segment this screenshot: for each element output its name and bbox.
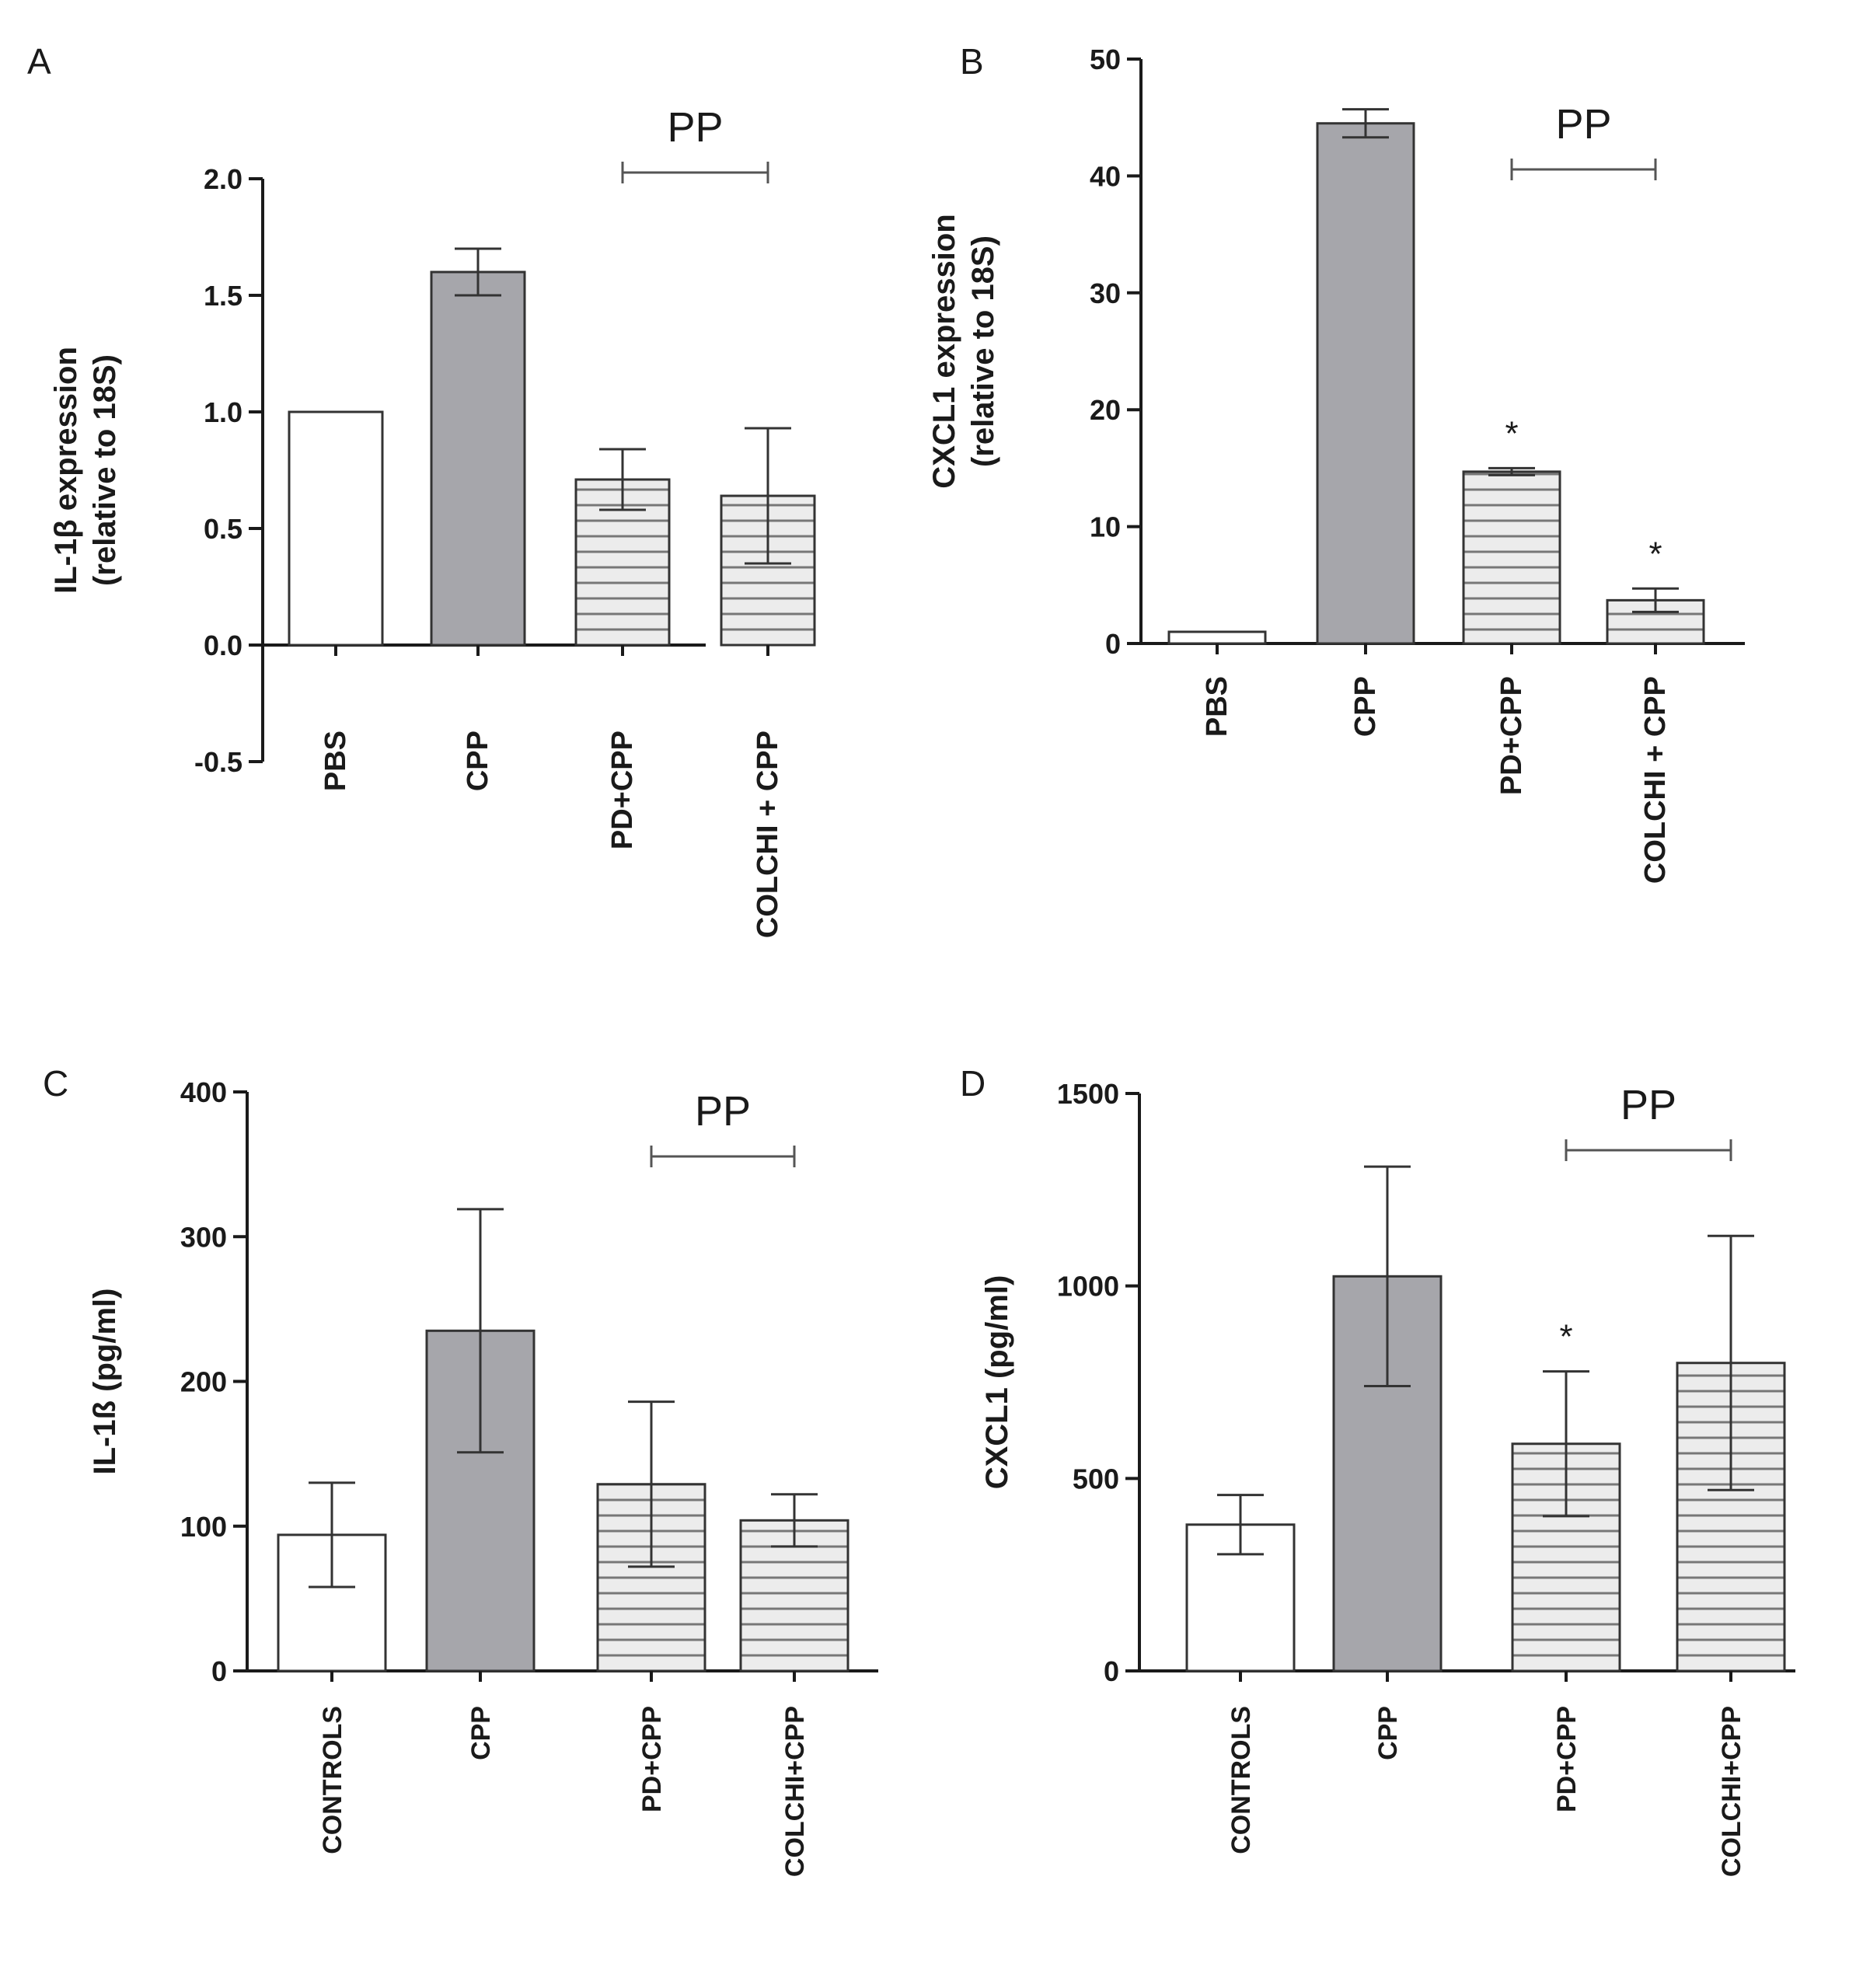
significance-star: *: [1559, 1318, 1572, 1356]
panel-b: B 0 10 20 30 40 50 CXCL1 expression (relative to…: [927, 41, 1745, 884]
y-tick-label: 0: [1105, 628, 1121, 660]
panels: A-0.50.00.51.01.52.0IL-1β expression (rel…: [27, 41, 1795, 1877]
y-tick-label: 1500: [1057, 1078, 1119, 1110]
y-axis-label: CXCL1 expression: [927, 214, 961, 488]
category-label: CPP: [466, 1706, 496, 1760]
significance-star: *: [1648, 535, 1662, 573]
panel-letter: A: [27, 41, 51, 82]
bar-1: [1167, 630, 1267, 645]
y-tick-label: 0.5: [204, 513, 242, 545]
y-tick-label: 1000: [1057, 1271, 1119, 1303]
significance-star: *: [1505, 414, 1518, 452]
bar-1: [288, 410, 384, 647]
category-label: COLCHI+CPP: [780, 1706, 810, 1877]
category-label: CONTROLS: [1226, 1706, 1256, 1854]
y-axis-label-line2: (relative to 18S): [966, 235, 1000, 467]
y-tick-label: 0.0: [204, 630, 242, 661]
y-tick-label: 30: [1090, 277, 1121, 309]
y-tick-label: 0: [1104, 1655, 1119, 1687]
category-label: CPP: [462, 731, 494, 791]
pp-bracket-label: PP: [1620, 1082, 1676, 1128]
y-tick-label: 20: [1090, 394, 1121, 426]
bar-4: [720, 494, 816, 647]
y-tick-label: 0: [211, 1655, 227, 1687]
y-axis-label-line2: (relative to 18S): [88, 354, 122, 586]
category-label: COLCHI+CPP: [1717, 1706, 1746, 1877]
pp-bracket-label: PP: [667, 104, 723, 151]
pp-bracket-label: PP: [1555, 101, 1611, 148]
category-label: COLCHI + CPP: [1639, 676, 1672, 884]
panel-d: D 0 500 1000 1500 CXCL1 (pg/ml) CONTROLS CPP * PD…: [960, 1063, 1795, 1877]
category-label: PBS: [319, 731, 352, 791]
bar-3: [574, 478, 671, 647]
panel-a: A -0.5 0.0 0.5 1.0 1.5 2.0 IL-1β expression (rel…: [27, 41, 816, 938]
y-tick-label: 2.0: [204, 163, 242, 195]
category-label: CPP: [1373, 1706, 1403, 1760]
category-label: COLCHI + CPP: [752, 731, 784, 938]
y-tick-label: 300: [180, 1221, 227, 1253]
category-label: PD+CPP: [1495, 676, 1528, 795]
y-tick-label: 10: [1090, 511, 1121, 543]
bar-2: [430, 270, 526, 647]
y-axis-label: IL-1ß (pg/ml): [88, 1289, 122, 1475]
y-tick-label: 500: [1073, 1463, 1119, 1494]
category-label: PD+CPP: [637, 1706, 667, 1812]
category-label: PD+CPP: [1552, 1706, 1582, 1812]
y-tick-label: 200: [180, 1366, 227, 1398]
y-axis-label: CXCL1 (pg/ml): [980, 1275, 1014, 1490]
y-tick-label: 100: [180, 1511, 227, 1543]
y-tick-label: 1.5: [204, 280, 242, 312]
category-label: PD+CPP: [606, 731, 639, 849]
category-label: PBS: [1201, 676, 1233, 737]
y-tick-label: -0.5: [194, 746, 242, 778]
category-label: CPP: [1349, 676, 1382, 737]
bar-2: [1316, 122, 1415, 645]
y-tick-label: 40: [1090, 160, 1121, 192]
y-tick-label: 1.0: [204, 396, 242, 428]
y-tick-label: 400: [180, 1076, 227, 1108]
bar-3: [1462, 470, 1561, 645]
category-label: CONTROLS: [318, 1706, 347, 1854]
y-tick-label: 50: [1090, 44, 1121, 75]
panel-letter: C: [43, 1063, 68, 1104]
panel-letter: D: [960, 1063, 986, 1104]
panel-c: C 0 100 200 300 400 IL-1ß (pg/ml) CONTROLS CPP PD…: [43, 1063, 878, 1877]
pp-bracket-label: PP: [695, 1088, 751, 1135]
panel-letter: B: [960, 41, 984, 82]
y-axis-label: IL-1β expression: [49, 347, 83, 594]
